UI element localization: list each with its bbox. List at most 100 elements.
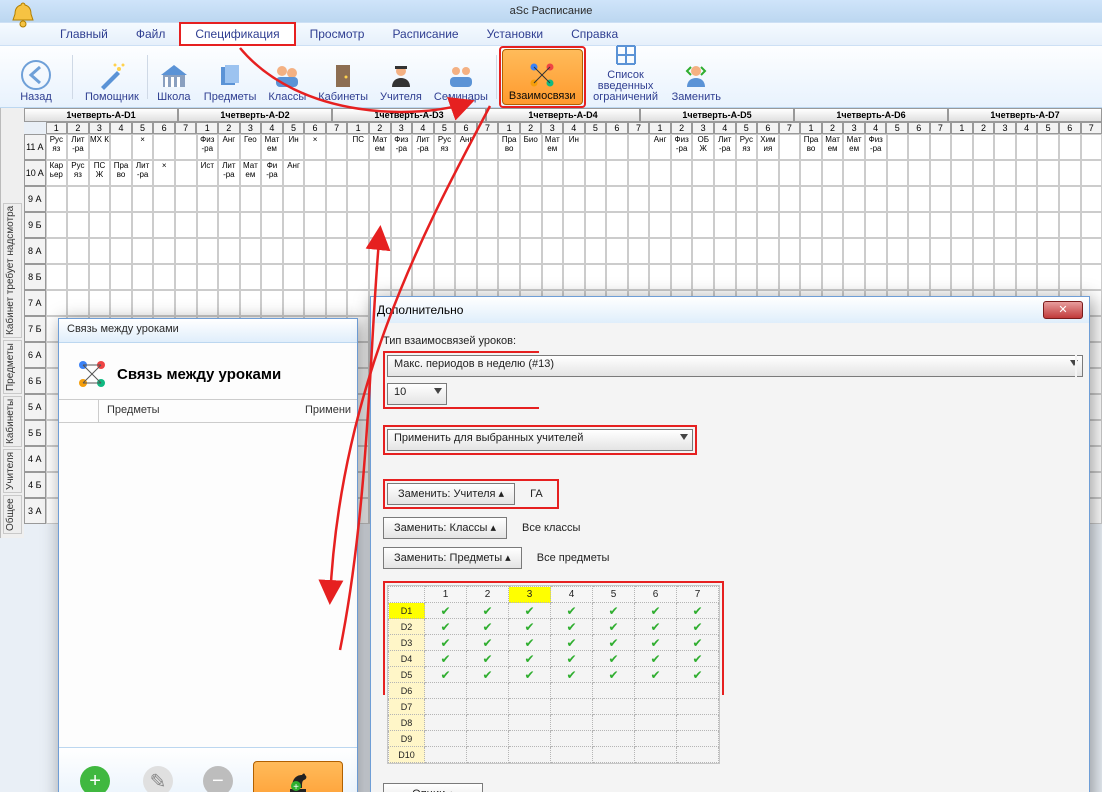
timetable-cell[interactable]: Ин (283, 134, 305, 160)
grid-cell[interactable] (677, 747, 719, 763)
timetable-cell[interactable] (67, 290, 89, 316)
timetable-cell[interactable] (477, 212, 499, 238)
timetable-cell[interactable] (1059, 160, 1081, 186)
grid-cell[interactable] (635, 731, 677, 747)
timetable-cell[interactable] (887, 264, 909, 290)
timetable-cell[interactable] (1037, 238, 1059, 264)
timetable-cell[interactable] (520, 160, 542, 186)
grid-cell[interactable]: ✔ (551, 667, 593, 683)
timetable-cell[interactable]: Анг (283, 160, 305, 186)
timetable-cell[interactable] (757, 186, 779, 212)
timetable-cell[interactable] (175, 212, 197, 238)
timetable-cell[interactable] (520, 264, 542, 290)
ribbon-classes-button[interactable]: Классы (262, 49, 312, 105)
timetable-cell[interactable] (542, 212, 564, 238)
timetable-cell[interactable] (1016, 212, 1038, 238)
timetable-cell[interactable] (994, 238, 1016, 264)
grid-cell[interactable] (467, 683, 509, 699)
timetable-cell[interactable] (736, 264, 758, 290)
timetable-cell[interactable] (628, 238, 650, 264)
timetable-cell[interactable] (46, 238, 68, 264)
grid-cell[interactable]: ✔ (509, 603, 551, 619)
grid-cell[interactable]: ✔ (593, 667, 635, 683)
grid-cell[interactable]: ✔ (551, 619, 593, 635)
grid-cell[interactable]: ✔ (509, 635, 551, 651)
timetable-cell[interactable] (1016, 186, 1038, 212)
timetable-cell[interactable]: Кар ьер (46, 160, 68, 186)
timetable-cell[interactable] (800, 238, 822, 264)
timetable-cell[interactable] (347, 160, 369, 186)
timetable-cell[interactable] (347, 186, 369, 212)
timetable-cell[interactable] (887, 186, 909, 212)
timetable-cell[interactable] (477, 264, 499, 290)
timetable-cell[interactable]: Мат ем (822, 134, 844, 160)
grid-cell[interactable] (593, 683, 635, 699)
timetable-cell[interactable] (628, 212, 650, 238)
timetable-cell[interactable] (865, 160, 887, 186)
timetable-cell[interactable]: Лит -ра (714, 134, 736, 160)
timetable-cell[interactable] (283, 238, 305, 264)
grid-cell[interactable]: ✔ (467, 603, 509, 619)
grid-cell[interactable] (551, 699, 593, 715)
timetable-cell[interactable] (714, 264, 736, 290)
timetable-cell[interactable] (865, 238, 887, 264)
ribbon-seminars-button[interactable]: Семинары (428, 49, 494, 105)
close-button[interactable]: ✕ (1043, 301, 1083, 319)
timetable-cell[interactable] (843, 238, 865, 264)
timetable-cell[interactable]: Ист (197, 160, 219, 186)
timetable-cell[interactable] (153, 238, 175, 264)
timetable-cell[interactable]: Ин (563, 134, 585, 160)
timetable-cell[interactable] (671, 186, 693, 212)
timetable-cell[interactable] (132, 290, 154, 316)
edit-button[interactable]: ✎ Исправить (133, 766, 182, 792)
grid-cell[interactable]: ✔ (425, 635, 467, 651)
timetable-cell[interactable] (563, 238, 585, 264)
timetable-cell[interactable] (671, 264, 693, 290)
timetable-cell[interactable] (369, 186, 391, 212)
timetable-cell[interactable] (391, 264, 413, 290)
timetable-cell[interactable] (800, 212, 822, 238)
timetable-cell[interactable] (477, 134, 499, 160)
timetable-cell[interactable] (1016, 238, 1038, 264)
relations-list-body[interactable] (59, 423, 357, 723)
timetable-cell[interactable] (542, 186, 564, 212)
timetable-cell[interactable] (412, 212, 434, 238)
timetable-cell[interactable] (542, 238, 564, 264)
timetable-cell[interactable] (585, 160, 607, 186)
grid-cell[interactable] (551, 747, 593, 763)
timetable-cell[interactable] (412, 160, 434, 186)
timetable-cell[interactable] (520, 238, 542, 264)
timetable-cell[interactable] (649, 264, 671, 290)
timetable-cell[interactable] (434, 264, 456, 290)
timetable-cell[interactable] (197, 186, 219, 212)
type-combo[interactable]: Макс. периодов в неделю (#13) (387, 355, 1083, 377)
relations-col-apply[interactable]: Примени (297, 400, 357, 422)
grid-cell[interactable]: ✔ (425, 651, 467, 667)
grid-cell[interactable] (425, 747, 467, 763)
timetable-cell[interactable] (714, 212, 736, 238)
timetable-cell[interactable] (800, 160, 822, 186)
timetable-cell[interactable] (736, 238, 758, 264)
timetable-cell[interactable] (973, 238, 995, 264)
timetable-cell[interactable] (1016, 134, 1038, 160)
timetable-cell[interactable] (692, 264, 714, 290)
timetable-cell[interactable] (347, 212, 369, 238)
timetable-cell[interactable] (153, 134, 175, 160)
timetable-cell[interactable] (606, 212, 628, 238)
timetable-cell[interactable] (542, 264, 564, 290)
timetable-cell[interactable]: Пра во (498, 134, 520, 160)
timetable-cell[interactable] (779, 186, 801, 212)
timetable-cell[interactable] (110, 212, 132, 238)
timetable-cell[interactable] (757, 160, 779, 186)
timetable-cell[interactable]: × (304, 134, 326, 160)
timetable-cell[interactable] (563, 212, 585, 238)
timetable-cell[interactable] (175, 290, 197, 316)
grid-cell[interactable] (509, 699, 551, 715)
timetable-cell[interactable] (973, 264, 995, 290)
timetable-cell[interactable] (412, 238, 434, 264)
timetable-cell[interactable] (498, 186, 520, 212)
grid-cell[interactable]: ✔ (467, 635, 509, 651)
timetable-cell[interactable] (67, 212, 89, 238)
timetable-cell[interactable] (822, 160, 844, 186)
grid-cell[interactable] (425, 715, 467, 731)
